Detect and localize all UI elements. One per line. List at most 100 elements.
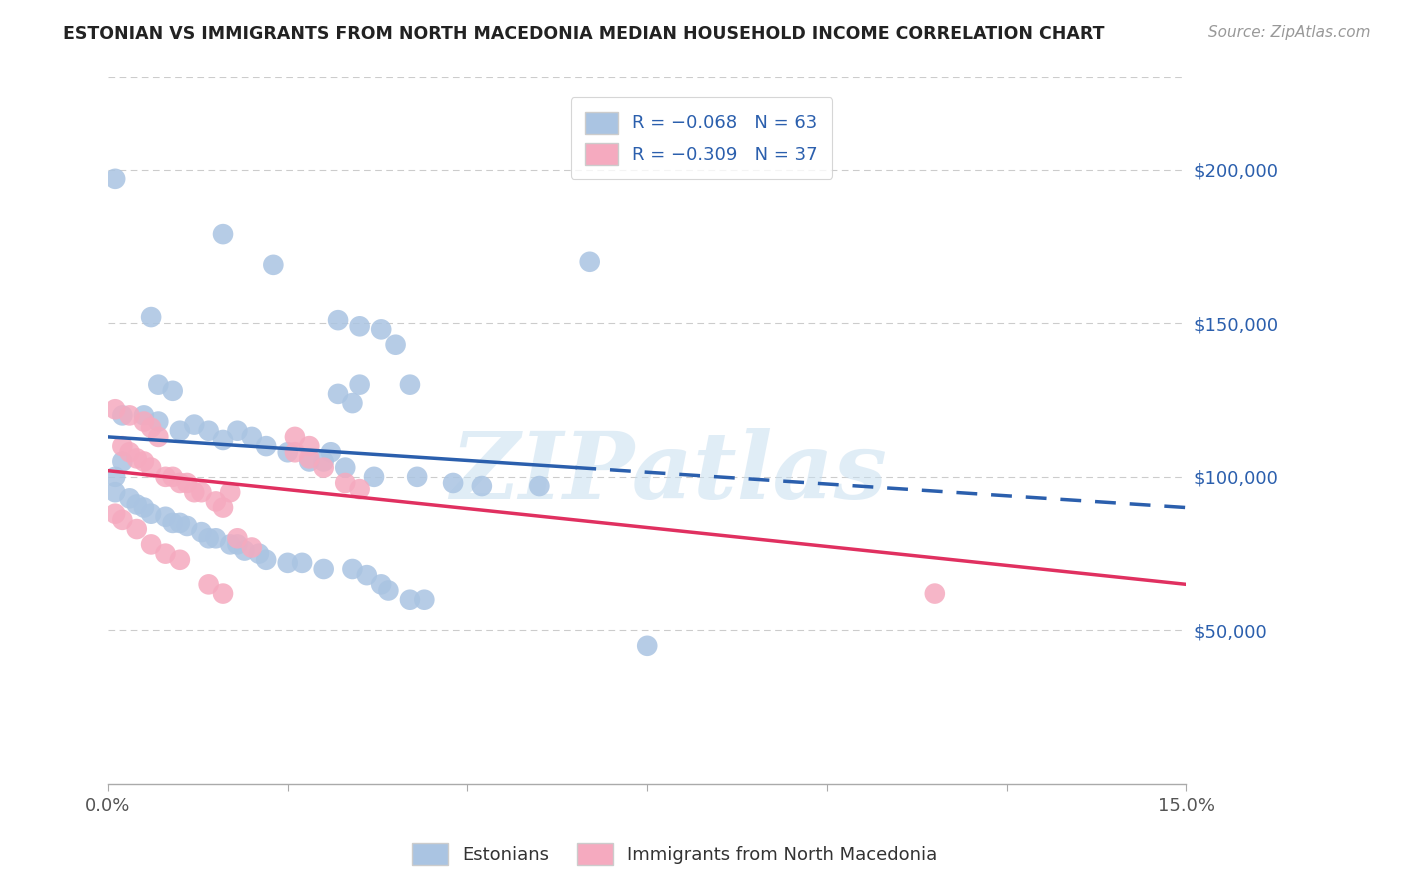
Point [226,537,249,551]
Point [349,377,371,392]
Point [240,430,263,444]
Point [312,562,335,576]
Point [205,531,228,545]
Point [312,460,335,475]
Point [284,430,307,444]
Point [399,377,422,392]
Point [319,445,342,459]
Point [413,592,436,607]
Point [197,424,219,438]
Point [298,454,321,468]
Point [162,470,184,484]
Point [139,460,162,475]
Point [139,507,162,521]
Point [104,171,127,186]
Point [104,507,127,521]
Point [162,516,184,530]
Point [254,553,277,567]
Point [139,537,162,551]
Point [111,439,134,453]
Point [384,337,406,351]
Point [233,543,256,558]
Point [111,454,134,468]
Point [471,479,494,493]
Point [277,556,299,570]
Point [169,553,191,567]
Point [104,470,127,484]
Legend: R = −0.068   N = 63, R = −0.309   N = 37: R = −0.068 N = 63, R = −0.309 N = 37 [571,97,832,179]
Point [212,586,235,600]
Point [212,227,235,241]
Point [176,519,198,533]
Text: ESTONIAN VS IMMIGRANTS FROM NORTH MACEDONIA MEDIAN HOUSEHOLD INCOME CORRELATION : ESTONIAN VS IMMIGRANTS FROM NORTH MACEDO… [63,25,1105,43]
Point [148,430,170,444]
Point [169,424,191,438]
Point [312,454,335,468]
Point [342,396,364,410]
Point [636,639,658,653]
Point [132,454,155,468]
Point [125,522,148,536]
Point [377,583,399,598]
Point [277,445,299,459]
Point [118,409,141,423]
Point [155,509,177,524]
Point [132,415,155,429]
Point [125,451,148,466]
Point [197,577,219,591]
Point [399,592,422,607]
Point [190,485,212,500]
Point [219,537,242,551]
Point [370,577,392,591]
Point [441,475,464,490]
Point [132,409,155,423]
Point [155,470,177,484]
Point [125,498,148,512]
Point [176,475,198,490]
Legend: Estonians, Immigrants from North Macedonia: Estonians, Immigrants from North Macedon… [405,836,945,872]
Point [226,424,249,438]
Point [111,409,134,423]
Point [111,513,134,527]
Point [349,319,371,334]
Point [335,460,357,475]
Point [118,445,141,459]
Point [370,322,392,336]
Point [183,417,205,432]
Point [284,445,307,459]
Point [924,586,946,600]
Point [205,494,228,508]
Text: ZIPatlas: ZIPatlas [450,428,887,518]
Point [578,254,600,268]
Point [118,491,141,506]
Point [406,470,429,484]
Point [254,439,277,453]
Point [132,500,155,515]
Point [139,420,162,434]
Point [183,485,205,500]
Point [356,568,378,582]
Point [529,479,551,493]
Point [335,475,357,490]
Point [291,556,314,570]
Point [342,562,364,576]
Point [326,313,349,327]
Point [298,439,321,453]
Text: Source: ZipAtlas.com: Source: ZipAtlas.com [1208,25,1371,40]
Point [262,258,284,272]
Point [212,433,235,447]
Point [212,500,235,515]
Point [197,531,219,545]
Point [162,384,184,398]
Point [298,451,321,466]
Point [247,547,270,561]
Point [219,485,242,500]
Point [363,470,385,484]
Point [349,482,371,496]
Point [190,525,212,540]
Point [226,531,249,545]
Point [104,485,127,500]
Point [104,402,127,417]
Point [169,475,191,490]
Point [148,377,170,392]
